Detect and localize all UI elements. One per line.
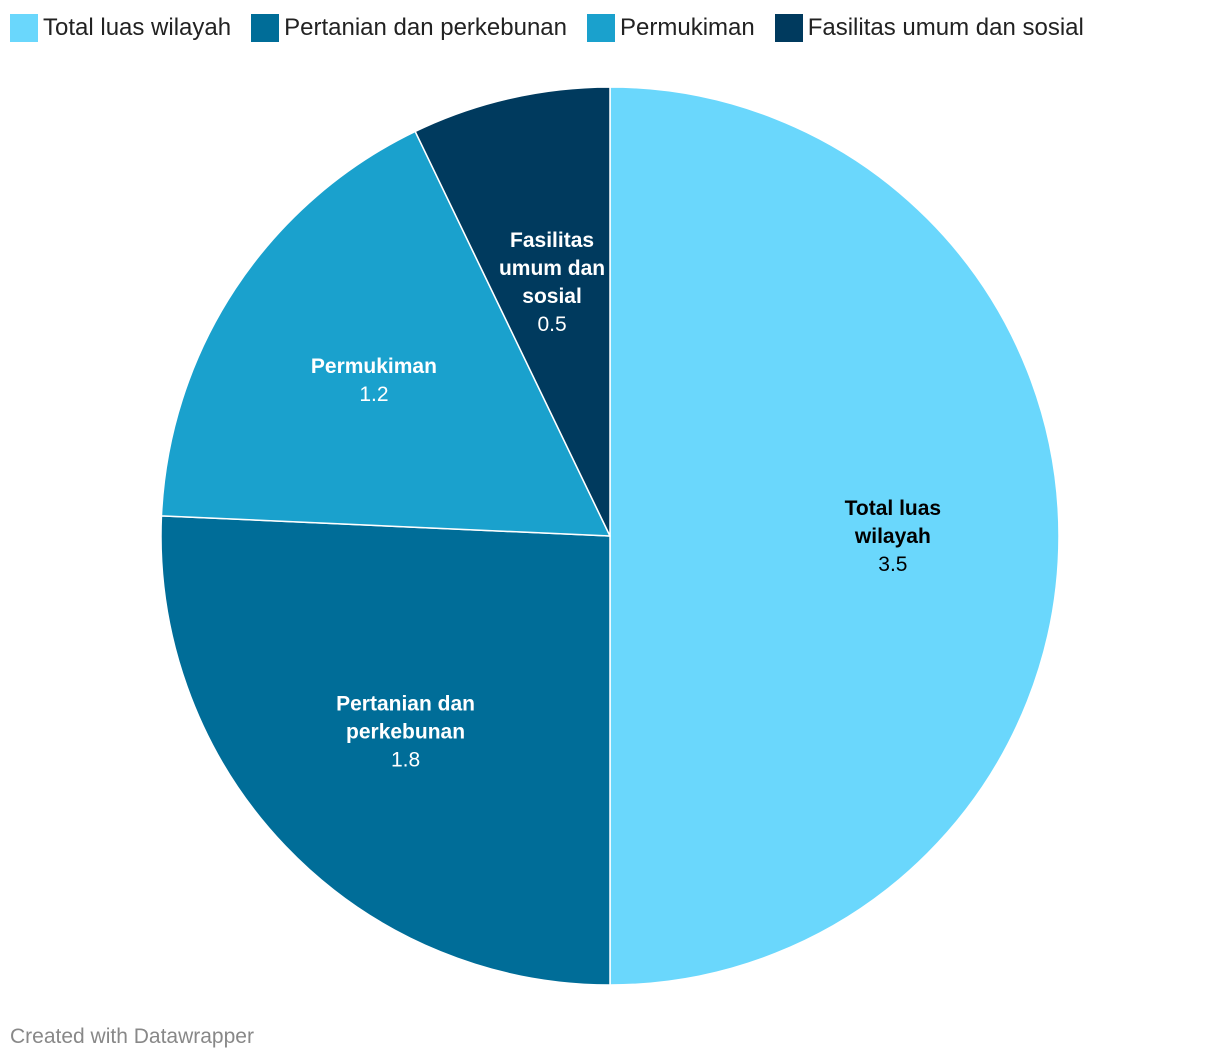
slice-value-label: 1.8 <box>391 748 420 771</box>
pie-chart: Total luas wilayah 3.5 Pertanian dan perkebu… <box>160 86 1060 986</box>
slice-label: Permukiman 1.2 <box>311 355 437 406</box>
slice-label-name: perkebunan <box>346 720 465 743</box>
legend-item: Total luas wilayah <box>10 14 231 42</box>
legend-label: Pertanian dan perkebunan <box>284 14 567 41</box>
legend-swatch <box>587 14 615 42</box>
slice-label-name: Permukiman <box>311 355 437 378</box>
slice-label-name: wilayah <box>854 525 931 548</box>
slice-value-label: 0.5 <box>537 313 566 336</box>
pie-slice <box>414 86 611 537</box>
slice-value-label: 3.5 <box>878 553 907 576</box>
legend-swatch <box>251 14 280 42</box>
slice-label-name: Fasilitas <box>510 229 594 252</box>
legend-swatch <box>774 14 803 42</box>
slice-label-name: umum dan <box>499 257 605 280</box>
slice-label: Total luas wilayah 3.5 <box>845 497 941 576</box>
legend-item: Pertanian dan perkebunan <box>251 14 567 42</box>
slice-label: Fasilitas umum dan sosial 0.5 <box>499 229 605 336</box>
footer-credit: Created with Datawrapper <box>10 1025 254 1048</box>
chart-legend: Total luas wilayah Pertanian dan perkebun… <box>10 12 1104 44</box>
legend-label: Permukiman <box>620 14 755 41</box>
slice-value-label: 1.2 <box>359 383 388 406</box>
legend-swatch <box>10 14 38 42</box>
pie-slice <box>609 86 1060 986</box>
pie-slice <box>160 130 611 537</box>
legend-item: Permukiman <box>587 14 755 42</box>
legend-label: Total luas wilayah <box>43 14 232 41</box>
legend-item: Fasilitas umum dan sosial <box>774 14 1084 42</box>
slice-label-name: sosial <box>522 285 582 308</box>
legend-label: Fasilitas umum dan sosial <box>807 14 1084 41</box>
slice-label-name: Total luas <box>845 497 941 520</box>
slice-label: Pertanian dan perkebunan 1.8 <box>336 692 475 771</box>
pie-slice <box>160 515 611 986</box>
slice-label-name: Pertanian dan <box>336 692 475 715</box>
